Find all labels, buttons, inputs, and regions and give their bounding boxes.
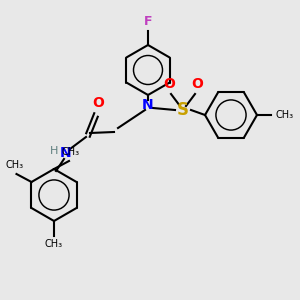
Text: H: H bbox=[50, 146, 58, 156]
Text: N: N bbox=[60, 146, 72, 160]
Text: CH₃: CH₃ bbox=[45, 239, 63, 249]
Text: O: O bbox=[92, 96, 104, 110]
Text: CH₃: CH₃ bbox=[275, 110, 293, 120]
Text: CH₃: CH₃ bbox=[62, 147, 80, 157]
Text: S: S bbox=[177, 101, 189, 119]
Text: N: N bbox=[142, 98, 154, 112]
Text: O: O bbox=[191, 77, 203, 91]
Text: CH₃: CH₃ bbox=[5, 160, 23, 170]
Text: F: F bbox=[144, 15, 152, 28]
Text: O: O bbox=[163, 77, 175, 91]
